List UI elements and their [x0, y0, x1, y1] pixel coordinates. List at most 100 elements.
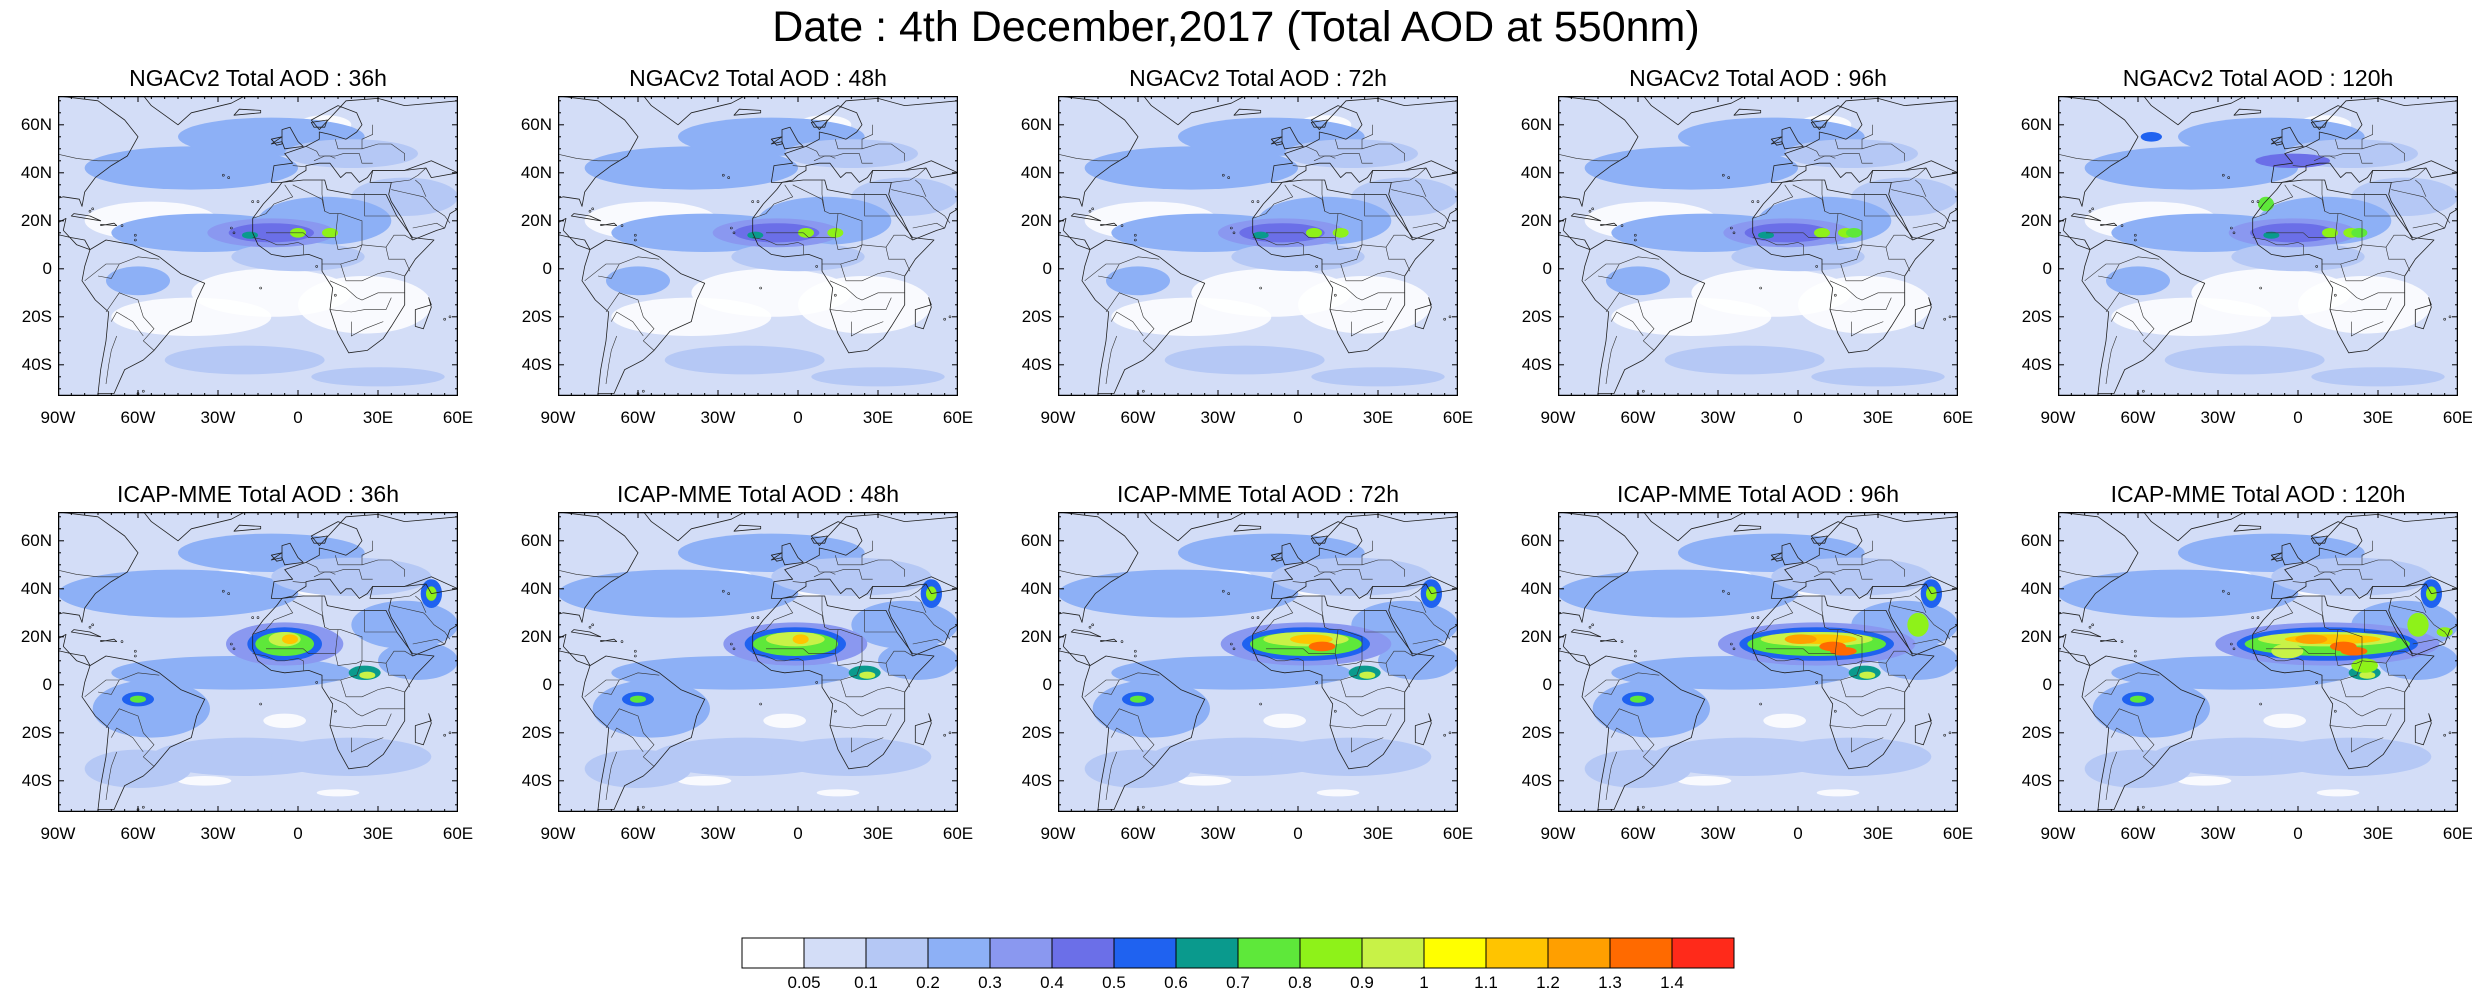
country-border [2364, 609, 2397, 633]
island [1232, 231, 1236, 235]
island [1588, 209, 1592, 213]
coastline [233, 108, 262, 116]
coastline [600, 638, 618, 643]
country-border [391, 583, 427, 599]
coastline [1770, 126, 1804, 150]
coastline [369, 167, 458, 241]
country-border [611, 311, 644, 337]
country-border [891, 189, 951, 224]
aod-contour [1584, 146, 1798, 190]
country-border [1252, 600, 1294, 635]
coastline [1770, 136, 1783, 146]
coastline [100, 222, 118, 227]
country-border [805, 562, 873, 580]
lon-tick-label: 30E [1862, 408, 1894, 427]
aod-contour [1758, 231, 1774, 239]
country-border [1821, 180, 1825, 212]
country-border [1292, 165, 1307, 168]
country-border [1412, 222, 1445, 229]
coastline [558, 512, 639, 667]
island [588, 209, 592, 213]
aod-contour [1351, 177, 1458, 216]
country-border [111, 311, 144, 337]
country-border [329, 713, 392, 729]
map-panel: ICAP-MME Total AOD : 96h 60N 40N 20N 0 20S 40S… [1521, 480, 1973, 843]
country-border [58, 153, 120, 162]
country-border [1350, 321, 1384, 337]
island [2232, 647, 2236, 651]
aod-contour [2311, 367, 2445, 387]
coastline [914, 297, 932, 330]
lon-tick-label: 60E [442, 408, 474, 427]
lat-tick-label: 40S [2021, 770, 2052, 790]
country-border [829, 280, 905, 301]
country-border [2329, 696, 2405, 717]
aod-contour [1592, 680, 1710, 738]
country-border [1792, 184, 1831, 214]
lat-tick-label: 20N [520, 626, 552, 646]
country-border [2084, 679, 2120, 698]
country-border [558, 153, 620, 162]
island [1588, 625, 1592, 629]
lon-tick-label: 60E [942, 824, 974, 843]
country-border [891, 167, 927, 183]
country-border [412, 222, 445, 229]
country-border [335, 629, 339, 654]
island [91, 207, 94, 211]
coastline [70, 213, 102, 222]
country-border [1752, 600, 1794, 635]
aod-contour [2407, 612, 2429, 637]
island [134, 238, 137, 242]
lon-tick-label: 0 [1293, 408, 1303, 427]
lon-tick-label: 30E [1362, 408, 1394, 427]
coastline [733, 108, 762, 116]
island [2142, 805, 2145, 809]
aod-contour [2084, 146, 2298, 190]
lon-tick-label: 0 [293, 824, 303, 843]
country-border [2252, 600, 2294, 635]
coastline [770, 136, 783, 146]
island [2134, 654, 2137, 658]
country-border [1058, 153, 1120, 162]
country-border [829, 696, 905, 717]
coastline [1810, 535, 1828, 544]
island [634, 238, 637, 242]
coastline [143, 96, 246, 126]
country-border [2105, 292, 2155, 351]
coastline [270, 126, 304, 150]
lat-tick-label: 40N [1520, 162, 1552, 182]
island [1088, 209, 1092, 213]
lat-tick-label: 40S [21, 770, 52, 790]
country-border [58, 569, 120, 578]
island [1443, 733, 1446, 737]
island [443, 733, 446, 737]
island [1134, 649, 1137, 653]
aod-contour [58, 569, 298, 618]
coastline [2058, 96, 2139, 251]
island [1634, 649, 1637, 653]
aod-contour [311, 367, 445, 387]
coastline [1058, 512, 1139, 667]
aod-contour [1359, 671, 1376, 679]
country-border [1861, 234, 1913, 248]
lon-tick-label: 60E [1442, 824, 1474, 843]
lat-tick-label: 0 [1042, 258, 1052, 278]
island [142, 805, 145, 809]
aod-contour [1859, 671, 1876, 679]
coastline [770, 98, 958, 183]
aod-contour [2359, 671, 2376, 679]
island [1722, 173, 1725, 177]
island [1222, 173, 1225, 177]
country-border [2391, 189, 2451, 224]
lat-tick-label: 60N [2020, 114, 2052, 134]
island [256, 616, 260, 619]
country-border [2292, 581, 2307, 584]
lat-tick-label: 20N [2020, 210, 2052, 230]
country-border [1813, 571, 1836, 578]
country-border [1912, 222, 1945, 229]
country-border [1321, 596, 1325, 628]
country-border [329, 280, 405, 301]
country-border [321, 180, 325, 212]
country-border [385, 247, 411, 272]
country-border [1391, 189, 1451, 224]
